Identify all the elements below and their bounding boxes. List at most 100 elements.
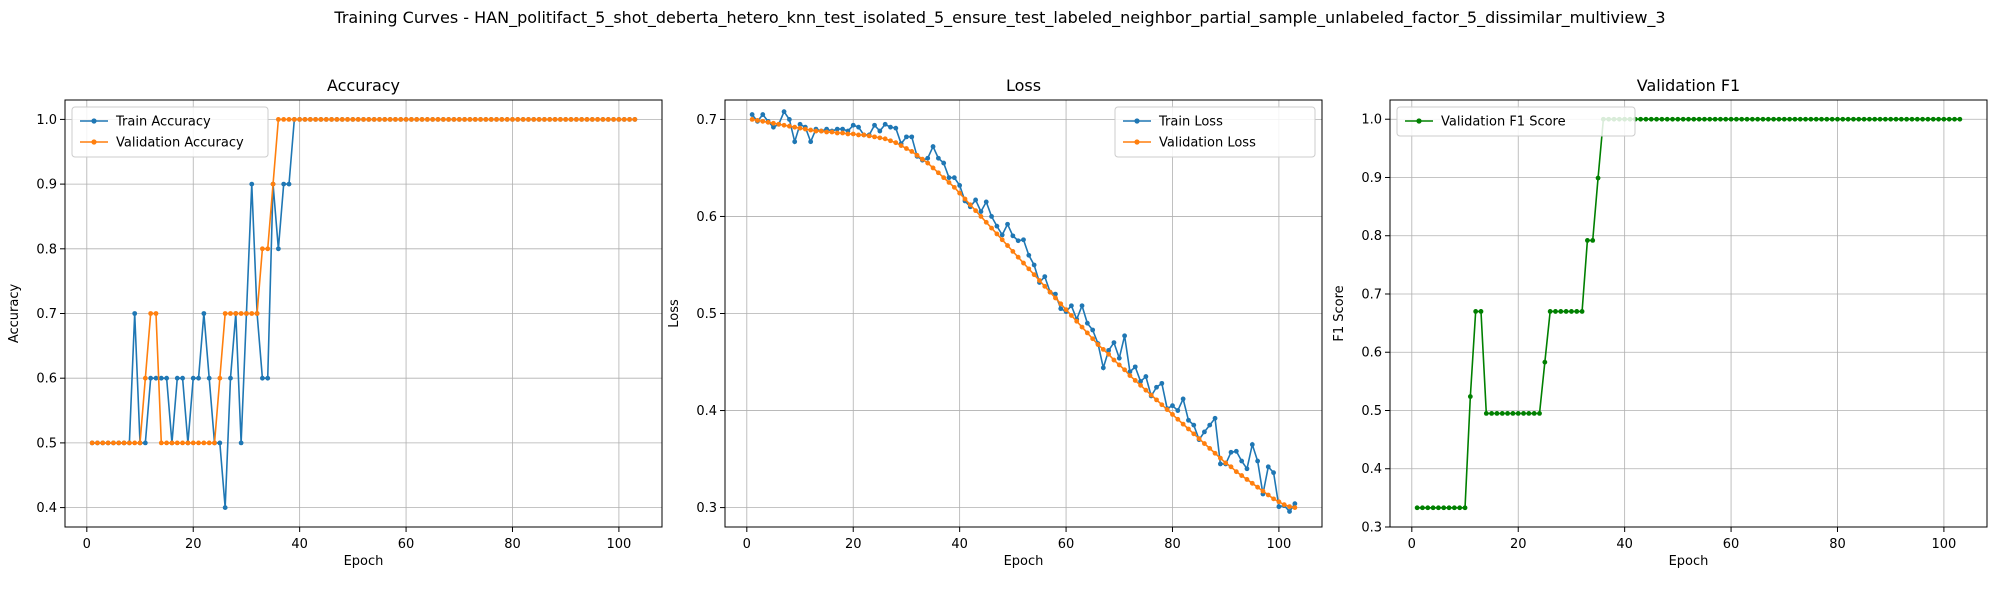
data-point xyxy=(1569,309,1574,314)
data-point xyxy=(1148,392,1154,398)
data-point xyxy=(760,112,766,117)
data-point xyxy=(1648,116,1654,122)
y-tick-label: 0.6 xyxy=(36,372,57,387)
data-point xyxy=(792,124,798,130)
data-point xyxy=(845,131,851,137)
legend-box xyxy=(1114,106,1316,158)
data-point xyxy=(1867,116,1872,122)
data-point xyxy=(1281,502,1287,508)
data-point xyxy=(536,117,542,122)
data-point xyxy=(424,117,430,122)
data-point xyxy=(1824,116,1830,122)
data-point xyxy=(1271,496,1276,502)
data-point xyxy=(765,119,771,125)
data-point xyxy=(355,117,361,122)
data-point xyxy=(978,209,984,215)
data-point xyxy=(1106,347,1112,353)
data-point xyxy=(1223,460,1229,466)
data-point xyxy=(1537,411,1542,416)
data-point xyxy=(781,122,787,128)
data-point xyxy=(935,170,941,176)
data-point xyxy=(1058,301,1064,307)
data-point xyxy=(1207,445,1213,451)
data-point xyxy=(1026,266,1032,272)
chart-title: Validation F1 xyxy=(1637,76,1740,95)
data-point xyxy=(95,440,100,446)
data-point xyxy=(1845,116,1851,122)
data-point xyxy=(755,117,760,123)
data-point xyxy=(829,129,835,135)
data-point xyxy=(228,311,233,316)
data-point xyxy=(398,117,404,122)
legend-label: Train Accuracy xyxy=(115,115,211,130)
data-point xyxy=(1005,243,1010,248)
legend-label: Validation Accuracy xyxy=(116,136,244,151)
x-axis-label: Epoch xyxy=(1669,554,1709,569)
data-point xyxy=(951,175,957,181)
data-point xyxy=(238,440,244,446)
data-point xyxy=(1574,309,1580,314)
data-point xyxy=(941,175,947,181)
y-tick-label: 1.0 xyxy=(36,113,57,128)
data-point xyxy=(1861,116,1867,122)
data-point xyxy=(408,117,414,122)
data-point xyxy=(1287,504,1292,510)
data-point xyxy=(1446,505,1452,511)
data-point xyxy=(1888,116,1894,122)
data-point xyxy=(872,134,877,140)
y-tick-label: 0.5 xyxy=(696,307,717,322)
data-point xyxy=(217,375,223,381)
data-point xyxy=(1260,488,1266,494)
y-tick-label: 0.6 xyxy=(1361,346,1382,361)
data-point xyxy=(222,311,228,316)
data-point xyxy=(1026,252,1032,258)
data-point xyxy=(217,440,223,446)
y-tick-label: 0.8 xyxy=(1361,229,1382,244)
data-point xyxy=(329,117,334,122)
data-point xyxy=(1707,116,1713,122)
legend-box xyxy=(1396,106,1636,137)
data-point xyxy=(1186,426,1191,432)
data-point xyxy=(1010,248,1016,254)
data-point xyxy=(164,440,170,446)
x-tick-label: 20 xyxy=(845,537,862,552)
x-tick-label: 20 xyxy=(185,537,202,552)
data-point xyxy=(888,124,893,130)
data-point xyxy=(792,139,798,145)
data-point xyxy=(621,117,627,122)
data-point xyxy=(1414,505,1420,511)
data-point xyxy=(1898,116,1904,122)
data-point xyxy=(1771,116,1777,122)
data-point xyxy=(957,183,963,188)
data-point xyxy=(1877,116,1883,122)
x-tick-label: 0 xyxy=(1408,537,1416,552)
data-point xyxy=(893,125,899,131)
data-point xyxy=(930,165,936,171)
data-point xyxy=(547,117,553,122)
data-point xyxy=(1654,116,1659,122)
data-point xyxy=(142,440,148,446)
data-point xyxy=(904,146,909,151)
data-point xyxy=(1909,116,1915,122)
data-point xyxy=(946,180,952,185)
data-point xyxy=(1138,382,1143,388)
data-point xyxy=(1058,306,1064,312)
data-point xyxy=(1074,318,1080,324)
data-point xyxy=(1207,422,1213,428)
data-point xyxy=(174,375,180,381)
x-tick-label: 100 xyxy=(1266,537,1291,552)
data-point xyxy=(1276,504,1282,510)
data-point xyxy=(1053,295,1058,301)
data-point xyxy=(1005,221,1010,227)
data-point xyxy=(882,121,888,127)
data-point xyxy=(579,117,585,122)
data-point xyxy=(1686,116,1691,122)
data-point xyxy=(1659,116,1665,122)
data-point xyxy=(962,196,968,202)
data-point xyxy=(1244,466,1250,472)
data-point xyxy=(387,117,393,122)
data-point xyxy=(1420,505,1425,511)
data-point xyxy=(1265,464,1271,470)
data-point xyxy=(989,214,994,219)
